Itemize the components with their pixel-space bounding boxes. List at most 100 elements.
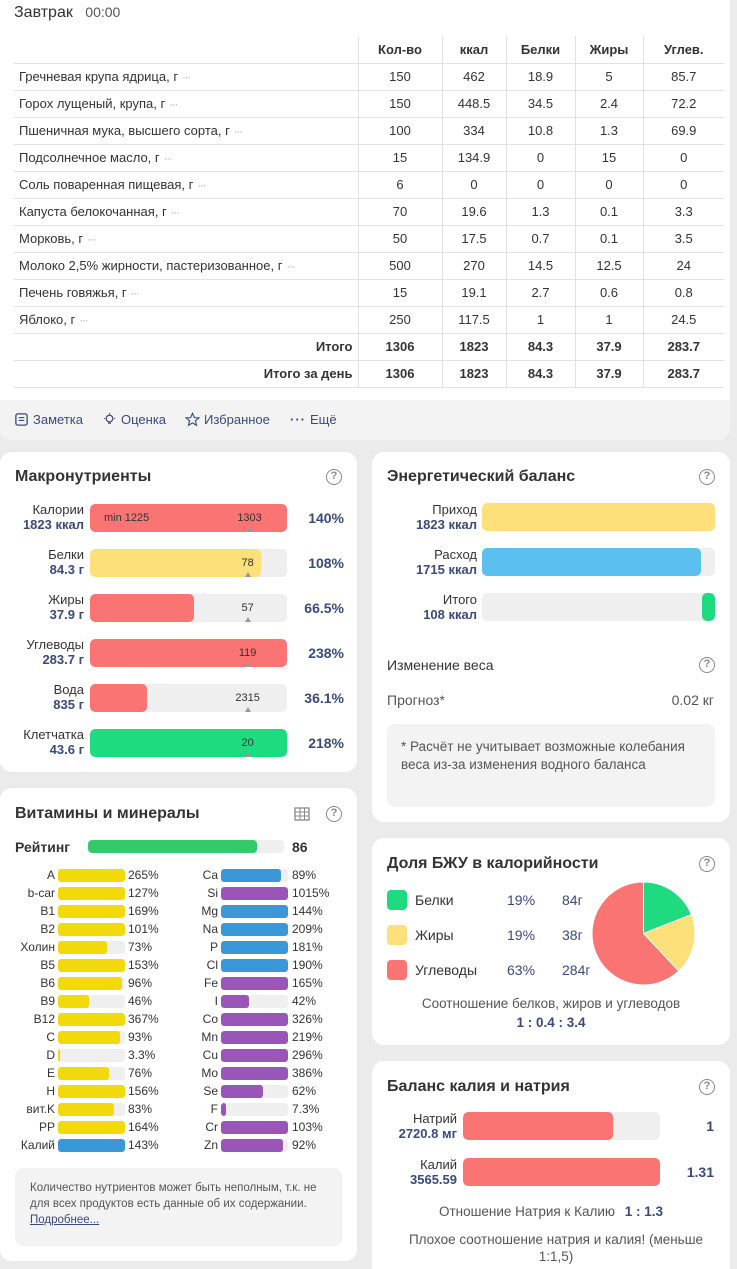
- macro-name: Клетчатка: [23, 727, 84, 742]
- food-name-cell[interactable]: Морковь, г ···: [14, 225, 358, 253]
- kna-help-icon[interactable]: ?: [699, 1079, 715, 1095]
- nutrient-bar[interactable]: [58, 1049, 125, 1062]
- food-more-icon[interactable]: ···: [286, 261, 295, 273]
- nutrient-bar[interactable]: [58, 1121, 125, 1134]
- nutrient-bar[interactable]: [58, 1085, 125, 1098]
- table-row[interactable]: Соль поваренная пищевая, г ··· 6 0 0 0 0: [14, 171, 724, 199]
- food-more-icon[interactable]: ···: [170, 207, 180, 219]
- bju-help-icon[interactable]: ?: [699, 856, 715, 872]
- nutrient-bar[interactable]: [221, 905, 288, 918]
- table-row[interactable]: Молоко 2,5% жирности, пастеризованное, г…: [14, 252, 724, 280]
- nutrient-bar[interactable]: [221, 1103, 288, 1116]
- food-more-icon[interactable]: ···: [87, 234, 96, 246]
- note-button[interactable]: Заметка: [14, 412, 83, 427]
- table-row[interactable]: Горох лущеный, крупа, г ··· 150 448.5 34.5 2.…: [14, 90, 724, 118]
- food-more-icon[interactable]: ···: [233, 126, 243, 138]
- nutrient-bar[interactable]: [221, 959, 288, 972]
- favorite-button[interactable]: Избранное: [185, 412, 270, 427]
- nutrient-bar[interactable]: [58, 905, 125, 918]
- food-name-cell[interactable]: Пшеничная мука, высшего сорта, г ···: [14, 117, 358, 145]
- nutrient-bar[interactable]: [221, 941, 288, 954]
- nutrient-bar-fill: [221, 1013, 288, 1026]
- nutrient-bar-fill: [58, 941, 107, 954]
- food-more-icon[interactable]: ···: [182, 72, 191, 84]
- nutrient-name: b-car: [27, 886, 55, 900]
- energy-help-icon[interactable]: ?: [699, 469, 715, 485]
- food-name-cell[interactable]: Соль поваренная пищевая, г ···: [14, 171, 358, 199]
- nutrient-bar-fill: [221, 1067, 288, 1080]
- food-name-cell[interactable]: Гречневая крупа ядрица, г ···: [14, 63, 358, 91]
- nutrient-bar-fill: [58, 869, 125, 882]
- food-kcal-cell: 334: [441, 117, 506, 145]
- food-name-cell[interactable]: Капуста белокочанная, г ···: [14, 198, 358, 226]
- vitamins-help-icon[interactable]: ?: [326, 806, 342, 822]
- nutrient-bar[interactable]: [58, 869, 125, 882]
- nutrient-bar[interactable]: [221, 1049, 288, 1062]
- bju-name: Белки: [415, 892, 454, 908]
- more-button[interactable]: ··· Ещё: [290, 412, 337, 427]
- meal-header: Завтрак 00:00: [14, 4, 120, 22]
- total-row-c: 283.7: [642, 333, 724, 361]
- nutrient-bar[interactable]: [221, 869, 288, 882]
- table-row[interactable]: Морковь, г ··· 50 17.5 0.7 0.1 3.5: [14, 225, 724, 253]
- nutrient-bar[interactable]: [221, 1085, 288, 1098]
- food-qty-cell: 15: [357, 279, 442, 307]
- nutrient-percent: 169%: [128, 904, 159, 918]
- bju-percent: 19%: [507, 927, 536, 943]
- food-name-cell[interactable]: Подсолнечное масло, г ···: [14, 144, 358, 172]
- vitamins-more-link[interactable]: Подробнее...: [30, 1214, 100, 1226]
- nutrient-bar[interactable]: [58, 995, 125, 1008]
- nutrient-bar[interactable]: [221, 887, 288, 900]
- meal-time[interactable]: 00:00: [85, 4, 121, 20]
- nutrient-name: B2: [40, 922, 55, 936]
- rating-button[interactable]: Оценка: [102, 412, 166, 427]
- nutrient-percent: 101%: [128, 922, 159, 936]
- table-row[interactable]: Подсолнечное масло, г ··· 15 134.9 0 15 0: [14, 144, 724, 172]
- food-more-icon[interactable]: ···: [163, 153, 173, 165]
- nutrient-bar[interactable]: [58, 977, 125, 990]
- nutrient-bar[interactable]: [58, 1139, 125, 1152]
- table-row[interactable]: Гречневая крупа ядрица, г ··· 150 462 18.9 5 8…: [14, 63, 724, 91]
- food-more-icon[interactable]: ···: [169, 99, 178, 111]
- nutrient-bar[interactable]: [58, 1067, 125, 1080]
- nutrient-percent: 265%: [128, 868, 159, 882]
- macro-percent: 140%: [308, 510, 344, 526]
- nutrient-bar[interactable]: [221, 1121, 288, 1134]
- food-name-cell[interactable]: Молоко 2,5% жирности, пастеризованное, г…: [14, 252, 358, 280]
- food-more-icon[interactable]: ···: [79, 315, 88, 327]
- weight-help-icon[interactable]: ?: [699, 657, 715, 673]
- nutrient-bar[interactable]: [58, 1013, 125, 1026]
- nutrient-bar[interactable]: [58, 1103, 125, 1116]
- table-row[interactable]: Пшеничная мука, высшего сорта, г ··· 100 33…: [14, 117, 724, 145]
- nutrient-bar[interactable]: [221, 1067, 288, 1080]
- food-qty-cell: 150: [357, 90, 442, 118]
- kna-card: Баланс калия и натрия ? Натрий 2720.8 мг 1…: [372, 1061, 730, 1269]
- nutrient-bar[interactable]: [221, 1031, 288, 1044]
- table-icon[interactable]: [294, 806, 310, 822]
- nutrient-bar[interactable]: [58, 887, 125, 900]
- food-name-cell[interactable]: Яблоко, г ···: [14, 306, 358, 334]
- nutrient-bar[interactable]: [221, 923, 288, 936]
- nutrient-bar[interactable]: [221, 1139, 288, 1152]
- macro-bar-fill: [90, 549, 262, 577]
- table-row[interactable]: Печень говяжья, г ··· 15 19.1 2.7 0.6 0.8: [14, 279, 724, 307]
- nutrient-bar[interactable]: [221, 995, 288, 1008]
- day-total-row-f: 37.9: [574, 360, 643, 388]
- nutrient-bar[interactable]: [221, 1013, 288, 1026]
- nutrient-bar[interactable]: [221, 977, 288, 990]
- food-name-cell[interactable]: Печень говяжья, г ···: [14, 279, 358, 307]
- macro-target-marker: [244, 662, 251, 667]
- nutrient-bar[interactable]: [58, 1031, 125, 1044]
- table-row[interactable]: Капуста белокочанная, г ··· 70 19.6 1.3 0.1 3.…: [14, 198, 724, 226]
- food-more-icon[interactable]: ···: [130, 288, 140, 300]
- macro-help-icon[interactable]: ?: [326, 469, 342, 485]
- food-name: Гречневая крупа ядрица, г: [19, 69, 179, 84]
- nutrient-bar[interactable]: [58, 923, 125, 936]
- nutrient-bar[interactable]: [58, 959, 125, 972]
- meal-title[interactable]: Завтрак: [14, 4, 73, 21]
- macro-name: Калории: [32, 502, 84, 517]
- table-row[interactable]: Яблоко, г ··· 250 117.5 1 1 24.5: [14, 306, 724, 334]
- food-more-icon[interactable]: ···: [197, 180, 206, 192]
- nutrient-bar[interactable]: [58, 941, 125, 954]
- food-name-cell[interactable]: Горох лущеный, крупа, г ···: [14, 90, 358, 118]
